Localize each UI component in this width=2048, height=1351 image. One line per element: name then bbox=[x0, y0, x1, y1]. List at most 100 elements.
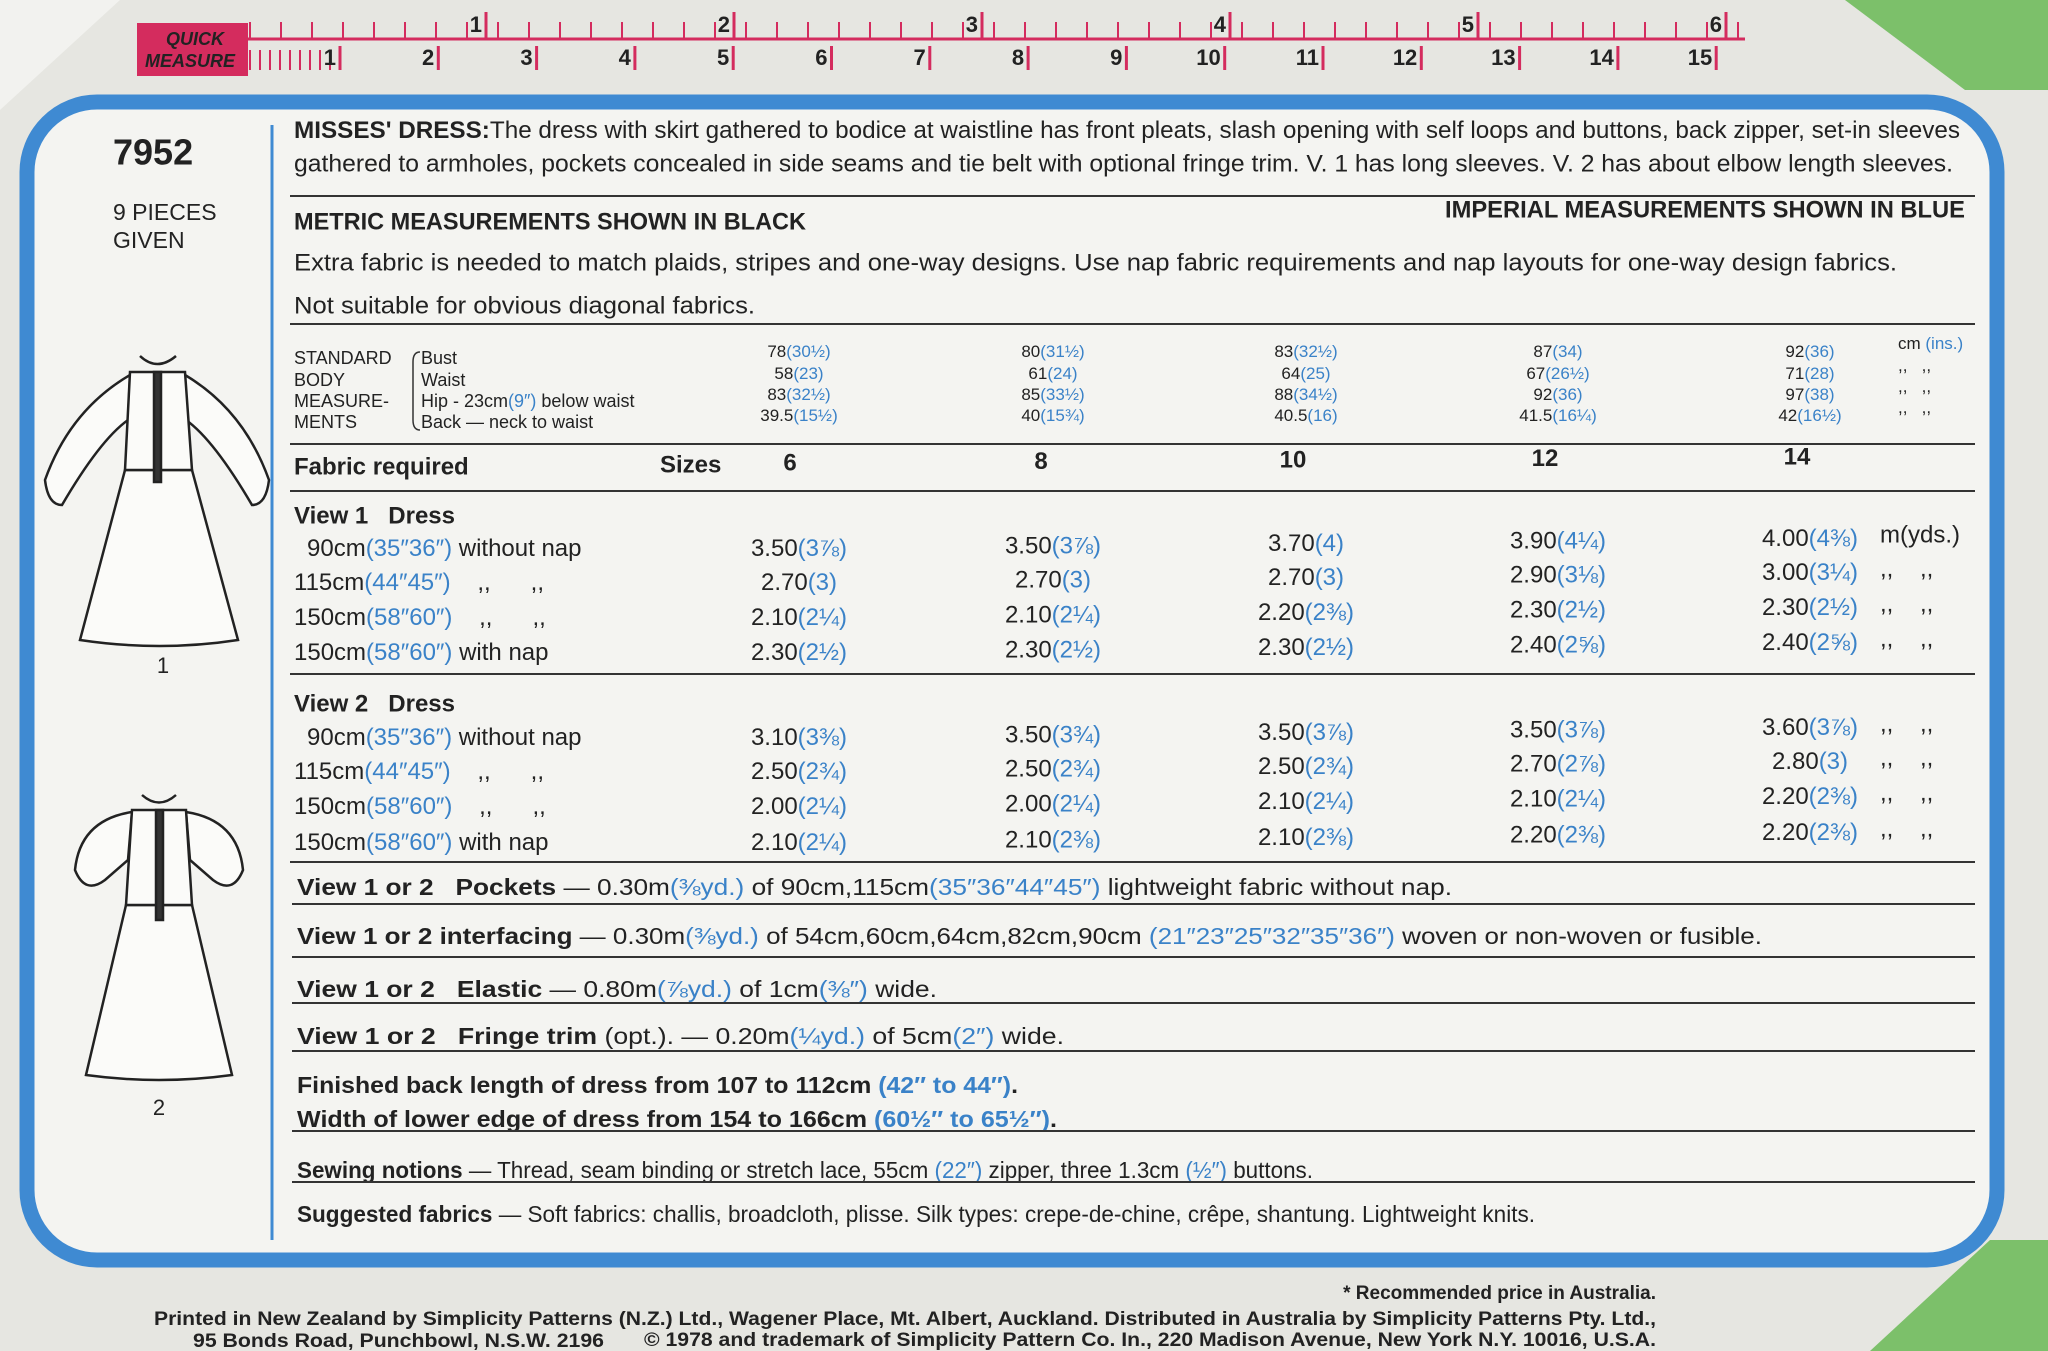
measure-unit: ,, ,, bbox=[1898, 377, 1931, 396]
metric-text: 150cm bbox=[294, 604, 366, 631]
metric-text: ,, ,, bbox=[451, 758, 544, 785]
requirement-line: Finished back length of dress from 107 t… bbox=[297, 1072, 1018, 1098]
metric-text: 150cm bbox=[294, 793, 366, 820]
fabric-amount: 3.60(3⅞) bbox=[1762, 714, 1858, 741]
metric-text: 150cm bbox=[294, 639, 366, 666]
fabric-amount: 4.00(4⅜) bbox=[1762, 525, 1858, 552]
imperial-text: (3) bbox=[1062, 567, 1091, 594]
measure-title: BODY bbox=[294, 370, 345, 390]
fabric-amount: 2.70(3) bbox=[761, 569, 837, 596]
fabric-amount: 3.50(3¾) bbox=[1005, 722, 1101, 749]
imperial-text: (2¾) bbox=[798, 758, 847, 785]
metric-text: — Thread, seam binding or stretch lace, … bbox=[463, 1157, 935, 1183]
metric-text: buttons. bbox=[1227, 1157, 1313, 1183]
imperial-text: (35″36″) bbox=[366, 724, 452, 751]
measure-unit: cm (ins.) bbox=[1898, 334, 1963, 353]
fabric-amount: 3.50(3⅞) bbox=[1258, 719, 1354, 746]
metric-text: 78 bbox=[767, 342, 786, 361]
inch-label: 5 bbox=[1462, 12, 1474, 37]
green-corner-top bbox=[1845, 0, 2048, 90]
row-label: 150cm(58″60″) with nap bbox=[294, 829, 548, 856]
metric-text: 2.90 bbox=[1510, 562, 1557, 589]
fabric-amount: 2.10(2¼) bbox=[1005, 602, 1101, 629]
dress-view-2 bbox=[73, 794, 245, 1082]
measure-value: 67(26½) bbox=[1526, 364, 1589, 383]
measure-value: 87(34) bbox=[1533, 342, 1582, 361]
metric-text: 87 bbox=[1533, 342, 1552, 361]
measure-value: 42(16½) bbox=[1778, 406, 1841, 425]
metric-text: woven or non-woven or fusible. bbox=[1395, 923, 1762, 949]
imperial-text: (2⅜) bbox=[1305, 599, 1354, 626]
size-header: 14 bbox=[1784, 443, 1811, 470]
imperial-text: (2⅜) bbox=[1809, 819, 1858, 846]
row-label: 115cm(44″45″) ,, ,, bbox=[294, 569, 544, 596]
view-title: View 1 Dress bbox=[294, 502, 455, 529]
metric-text: 2.40 bbox=[1510, 632, 1557, 659]
unit-label: ,, ,, bbox=[1880, 744, 1933, 771]
fabric-amount: 2.10(2¼) bbox=[751, 829, 847, 856]
fabric-amount: 2.30(2½) bbox=[1005, 637, 1101, 664]
imperial-text: (⅜yd.) bbox=[685, 923, 759, 949]
metric-text: 3.50 bbox=[1005, 722, 1052, 749]
metric-text: 2.30 bbox=[1258, 634, 1305, 661]
requirement-line: Width of lower edge of dress from 154 to… bbox=[297, 1106, 1057, 1132]
metric-text: of 90cm,115cm bbox=[744, 874, 929, 900]
fabric-amount: 3.50(3⅞) bbox=[1005, 533, 1101, 560]
note-line: Extra fabric is needed to match plaids, … bbox=[294, 249, 1897, 276]
imperial-text: (3¾) bbox=[1052, 722, 1101, 749]
metric-text: 2.70 bbox=[1268, 564, 1315, 591]
metric-text: 2.10 bbox=[1510, 786, 1557, 813]
size-header: 6 bbox=[783, 449, 796, 476]
imperial-text: (36) bbox=[1804, 342, 1834, 361]
metric-text: 85 bbox=[1021, 385, 1040, 404]
imperial-text: (⅜yd.) bbox=[670, 874, 744, 900]
fabric-amount: 2.70(2⅞) bbox=[1510, 751, 1606, 778]
fabric-amount: 2.40(2⅝) bbox=[1762, 629, 1858, 656]
lead-text: Sewing notions bbox=[297, 1157, 463, 1183]
metric-text: 67 bbox=[1526, 364, 1545, 383]
lead-text: Suggested fabrics bbox=[297, 1201, 492, 1227]
imperial-text: (¼yd.) bbox=[790, 1023, 866, 1049]
imperial-text: (3) bbox=[1315, 564, 1344, 591]
metric-text: of 54cm,60cm,64cm,82cm,90cm bbox=[759, 923, 1149, 949]
cm-label: 6 bbox=[815, 45, 827, 70]
measure-value: 78(30½) bbox=[767, 342, 830, 361]
footer-line: © 1978 and trademark of Simplicity Patte… bbox=[644, 1330, 1656, 1351]
metric-text: 2.10 bbox=[751, 829, 798, 856]
fabric-amount: 2.20(2⅜) bbox=[1762, 819, 1858, 846]
imperial-text: (3⅞) bbox=[798, 535, 847, 562]
description-line: gathered to armholes, pockets concealed … bbox=[294, 150, 1953, 177]
measure-value: 40(15¾) bbox=[1021, 406, 1084, 425]
imperial-text: (58″60″) bbox=[366, 639, 452, 666]
lead-text: View 1 or 2 Pockets bbox=[297, 874, 556, 900]
metric-text: ,, ,, bbox=[451, 569, 544, 596]
fabric-amount: 2.90(3⅛) bbox=[1510, 562, 1606, 589]
imperial-text: (30½) bbox=[786, 342, 830, 361]
imperial-text: (3⅞) bbox=[1809, 714, 1858, 741]
imperial-text: (38) bbox=[1804, 385, 1834, 404]
metric-text: — 0.30m bbox=[556, 874, 670, 900]
metric-text: of 1cm bbox=[732, 976, 819, 1002]
imperial-text: (44″45″) bbox=[364, 758, 450, 785]
requirement-line: View 1 or 2 Elastic — 0.80m (⅞yd.) of 1cm… bbox=[297, 976, 937, 1002]
cm-label: 7 bbox=[914, 45, 926, 70]
metric-text: ,, ,, bbox=[1898, 398, 1931, 417]
imperial-text: (3⅞) bbox=[1305, 719, 1354, 746]
measure-label: Back — neck to waist bbox=[421, 412, 593, 432]
description-heading: MISSES' DRESS: bbox=[294, 117, 490, 144]
inch-label: 3 bbox=[966, 12, 978, 37]
metric-text: 3.50 bbox=[1005, 533, 1052, 560]
cm-label: 10 bbox=[1196, 45, 1220, 70]
metric-text: . bbox=[1050, 1106, 1057, 1132]
ruler-brand: QUICK bbox=[166, 29, 226, 49]
imperial-text: (3⅛) bbox=[1557, 562, 1606, 589]
footer-line: 95 Bonds Road, Punchbowl, N.S.W. 2196 bbox=[193, 1331, 604, 1351]
metric-text: 80 bbox=[1021, 342, 1040, 361]
measure-value: 40.5(16) bbox=[1274, 406, 1337, 425]
imperial-text: (2½) bbox=[1052, 637, 1101, 664]
measure-value: 39.5(15½) bbox=[760, 406, 838, 425]
measure-label: Waist bbox=[421, 370, 465, 390]
fabric-amount: 2.20(2⅜) bbox=[1510, 822, 1606, 849]
imperial-text: (⅞yd.) bbox=[657, 976, 732, 1002]
